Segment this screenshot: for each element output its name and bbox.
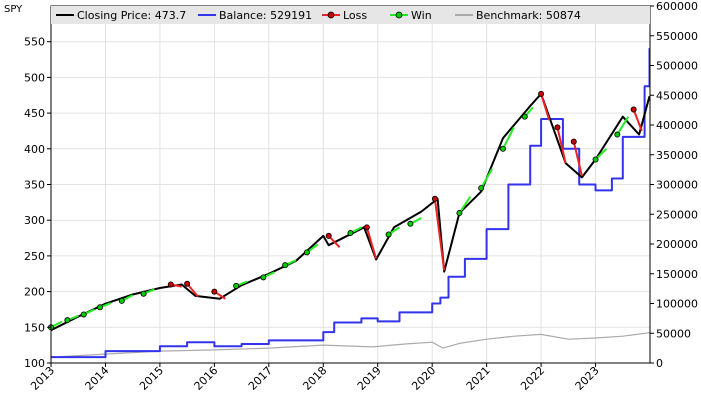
win-trade-marker [521,113,528,120]
loss-trade-marker [167,281,174,288]
loss-trade-line [632,109,643,132]
loss-trade-marker [554,124,561,131]
win-trade-marker [282,262,289,269]
win-trade-marker [347,230,354,237]
win-trade-line [502,126,515,150]
legend-label-benchmark: Benchmark: 50874 [476,9,581,22]
loss-trade-marker [211,288,218,295]
y-right-tick-label: 450000 [656,89,698,102]
loss-trade-marker [570,138,577,145]
grid-lines [50,6,650,364]
y-right-tick-label: 350000 [656,149,698,162]
win-trade-marker [499,145,506,152]
legend-item-win: Win [390,9,432,22]
win-trade-marker [97,304,104,311]
legend-item-close: Closing Price: 473.7 [56,9,186,22]
win-trade-marker [233,282,240,289]
win-trade-line [458,196,472,214]
y-left-tick-label: 350 [24,179,45,192]
loss-trade-line [365,227,378,260]
loss-trade-line [556,127,567,164]
y-left-tick-label: 500 [24,71,45,84]
win-trade-marker [385,231,392,238]
y-right-tick-label: 500000 [656,60,698,73]
loss-trade-marker [538,90,545,97]
y-right-tick-label: 600000 [656,0,698,13]
win-trade-line [480,168,493,189]
loss-trade-marker [325,232,332,239]
symbol-label: SPY [4,4,23,15]
win-trade-marker [614,131,621,138]
loss-trade-line [572,141,583,177]
y-right-tick-label: 0 [656,357,663,370]
series-line-balance [51,48,651,359]
loss-trade-line [540,93,551,121]
loss-trade-marker [363,224,370,231]
y-left-tick-label: 150 [24,321,45,334]
win-trade-marker [303,249,310,256]
y-right-tick-label: 150000 [656,268,698,281]
y-left-tick-label: 550 [24,36,45,49]
win-trade-marker [140,290,147,297]
legend-label-win: Win [411,9,432,22]
legend-label-loss: Loss [343,9,367,22]
legend-background [51,6,650,24]
legend-item-benchmark: Benchmark: 50874 [455,9,581,22]
trade-segments [48,90,643,331]
win-trade-marker [478,185,485,192]
legend-marker-win [395,11,403,19]
y-right-tick-label: 50000 [656,327,691,340]
win-trade-marker [80,311,87,318]
y-left-tick-label: 200 [24,286,45,299]
loss-trade-line [433,198,446,271]
y-right-tick-label: 400000 [656,119,698,132]
y-left-tick-label: 100 [24,357,45,370]
legend-marker-loss [327,11,335,19]
y-left-tick-label: 450 [24,107,45,120]
win-trade-marker [64,317,71,324]
legend-item-loss: Loss [322,9,367,22]
legend-item-balance: Balance: 529191 [198,9,312,22]
y-right-tick-label: 200000 [656,238,698,251]
y-right-tick-label: 100000 [656,298,698,311]
win-trade-marker [118,297,125,304]
y-left-tick-label: 400 [24,143,45,156]
win-trade-marker [456,210,463,217]
legend-label-close: Closing Price: 473.7 [77,9,186,22]
legend-label-balance: Balance: 529191 [219,9,312,22]
win-trade-marker [407,220,414,227]
loss-trade-marker [184,280,191,287]
win-trade-marker [260,274,267,281]
loss-trade-marker [630,106,637,113]
y-right-tick-label: 300000 [656,179,698,192]
y-left-tick-label: 300 [24,214,45,227]
win-trade-marker [592,156,599,163]
y-left-tick-label: 250 [24,250,45,263]
y-right-tick-label: 250000 [656,208,698,221]
y-right-tick-label: 550000 [656,30,698,43]
legend: Closing Price: 473.7 Balance: 529191 Los… [51,6,650,24]
loss-trade-marker [431,195,438,202]
series-line-benchmark [50,332,650,358]
win-trade-line [616,116,630,136]
